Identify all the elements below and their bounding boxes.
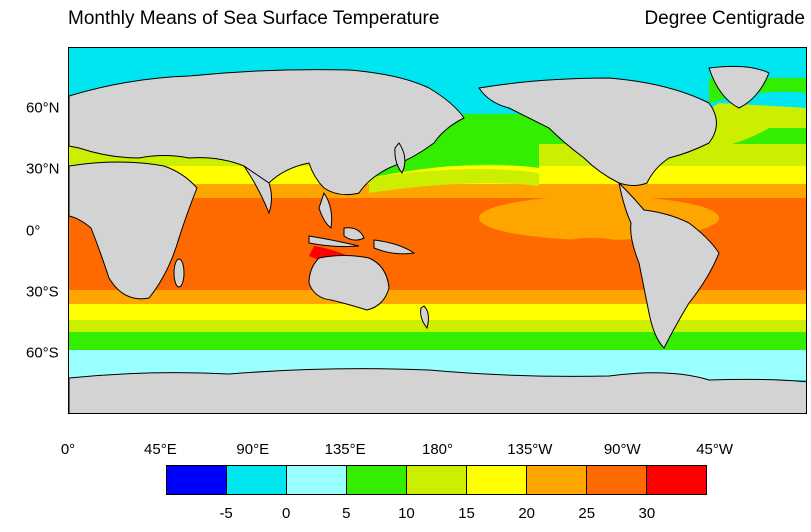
land-sumatra-java bbox=[308, 235, 360, 248]
colorbar-cell bbox=[647, 466, 706, 494]
map-title: Monthly Means of Sea Surface Temperature bbox=[68, 8, 440, 29]
lon-tick-label: 135°W bbox=[507, 441, 553, 458]
colorbar-tick-label: 30 bbox=[638, 505, 656, 522]
land-greenland bbox=[708, 65, 770, 109]
land-australia bbox=[308, 255, 390, 311]
land-borneo bbox=[343, 227, 365, 241]
colorbar-tick-label: 15 bbox=[458, 505, 475, 522]
lat-tick-label: 30°N bbox=[26, 160, 60, 178]
land-north-america bbox=[478, 77, 717, 186]
land-africa bbox=[69, 161, 198, 300]
units-label: Degree Centigrade bbox=[644, 8, 805, 29]
land-south-america bbox=[618, 181, 720, 349]
land-new-guinea bbox=[373, 239, 416, 255]
lat-tick-label: 0° bbox=[26, 222, 41, 239]
colorbar bbox=[166, 465, 707, 495]
colorbar-tick-label: 10 bbox=[398, 505, 415, 522]
colorbar-cell bbox=[287, 466, 347, 494]
lon-tick-label: 135°E bbox=[324, 441, 366, 458]
lon-tick-label: 45°E bbox=[144, 441, 177, 458]
colorbar-tick-label: 0 bbox=[282, 505, 291, 522]
lat-tick-label: 30°S bbox=[26, 283, 59, 301]
land-masses bbox=[69, 65, 806, 413]
colorbar-cell bbox=[167, 466, 227, 494]
land-india bbox=[243, 165, 272, 215]
map-canvas bbox=[69, 48, 806, 413]
band-arctic bbox=[69, 48, 806, 74]
land-eurasia bbox=[69, 69, 465, 196]
north-pacific-mild bbox=[369, 169, 539, 193]
colorbar-cell bbox=[347, 466, 407, 494]
lat-tick-label: 60°S bbox=[26, 344, 59, 362]
band-south-warm bbox=[69, 304, 806, 320]
sst-map bbox=[68, 47, 807, 414]
lon-tick-label: 90°E bbox=[236, 441, 270, 458]
colorbar-cell bbox=[467, 466, 527, 494]
colorbar-tick-label: -5 bbox=[219, 505, 233, 522]
colorbar-tick-label: 5 bbox=[342, 505, 351, 522]
colorbar-tick-label: 20 bbox=[518, 505, 535, 522]
lon-tick-label: 180° bbox=[421, 441, 454, 458]
colorbar-cell bbox=[587, 466, 647, 494]
band-south-subtropic bbox=[69, 290, 806, 304]
colorbar-tick-label: 25 bbox=[578, 505, 596, 522]
land-new-zealand bbox=[420, 305, 429, 330]
land-japan bbox=[394, 142, 406, 174]
south-pacific-warm bbox=[539, 238, 649, 288]
band-south-cool bbox=[69, 332, 806, 350]
colorbar-cell bbox=[407, 466, 467, 494]
lon-tick-label: 0° bbox=[60, 441, 76, 458]
band-south-mild bbox=[69, 320, 806, 332]
lon-tick-label: 45°W bbox=[696, 441, 734, 458]
lat-tick-label: 60°N bbox=[26, 99, 60, 117]
lon-tick-label: 90°W bbox=[603, 441, 641, 458]
colorbar-cell bbox=[527, 466, 587, 494]
land-antarctica bbox=[69, 368, 806, 413]
colorbar-cell bbox=[227, 466, 287, 494]
land-madagascar bbox=[173, 258, 185, 288]
land-indochina bbox=[318, 191, 333, 229]
